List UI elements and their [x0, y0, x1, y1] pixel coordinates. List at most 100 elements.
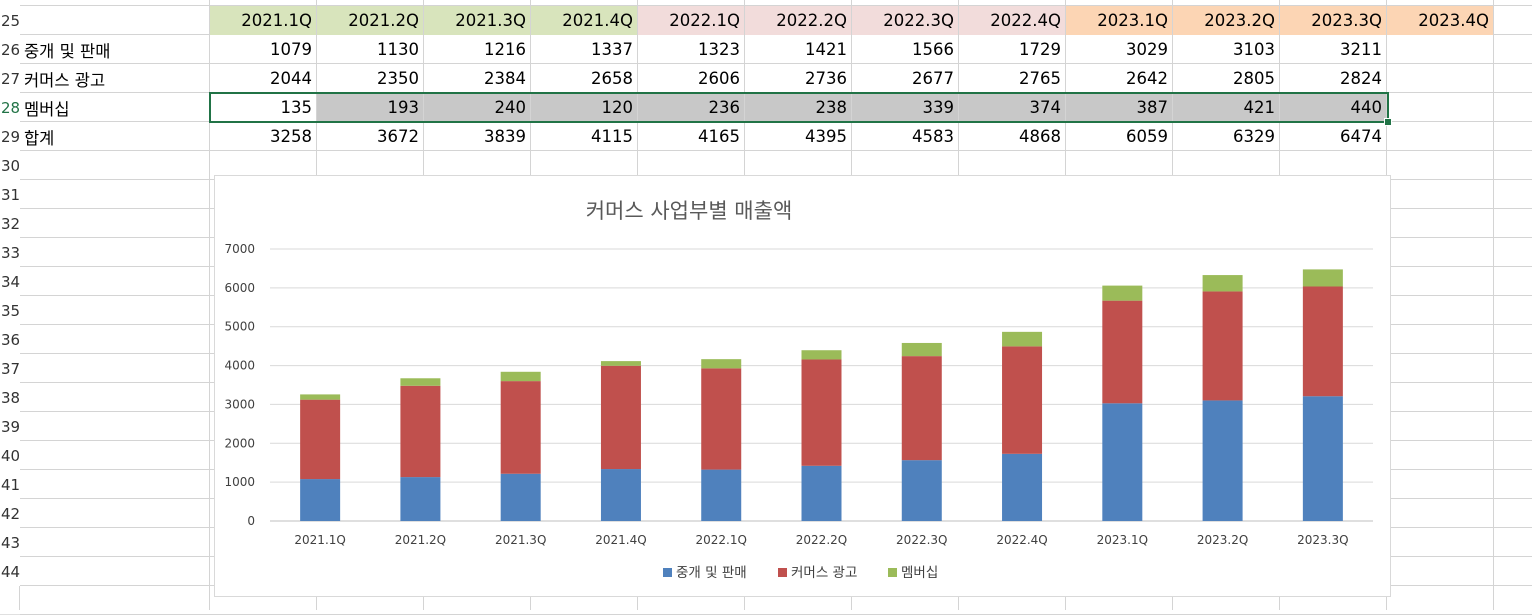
bar-segment-membership[interactable]	[400, 378, 441, 386]
bar-segment-brokerage[interactable]	[701, 469, 742, 521]
row-label[interactable]: 합계	[24, 128, 55, 148]
row-header-37[interactable]: 37	[0, 354, 20, 383]
bar-segment-ads[interactable]	[1302, 286, 1343, 397]
data-cell[interactable]: 3211	[1340, 40, 1382, 59]
data-cell[interactable]: 3029	[1126, 40, 1168, 59]
data-cell[interactable]: 2384	[484, 69, 526, 88]
bar-segment-brokerage[interactable]	[600, 469, 641, 521]
data-cell[interactable]: 240	[424, 93, 530, 122]
row-header-40[interactable]: 40	[0, 441, 20, 470]
bar-segment-membership[interactable]	[801, 350, 842, 360]
bar-segment-brokerage[interactable]	[500, 473, 541, 521]
bar-segment-membership[interactable]	[701, 359, 742, 369]
header-cell-2022.4Q[interactable]: 2022.4Q	[959, 6, 1065, 35]
data-cell[interactable]: 3258	[270, 127, 312, 146]
data-cell[interactable]: 1337	[591, 40, 633, 59]
row-header-24[interactable]: 24	[0, 0, 20, 6]
row-header-25[interactable]: 25	[0, 6, 20, 35]
data-cell[interactable]: 421	[1173, 93, 1279, 122]
data-cell[interactable]	[1387, 122, 1493, 151]
bar-segment-brokerage[interactable]	[1102, 403, 1143, 521]
data-cell[interactable]	[1387, 64, 1493, 93]
row-header-34[interactable]: 34	[0, 267, 20, 296]
bar-segment-brokerage[interactable]	[1302, 396, 1343, 521]
header-cell-2023.4Q[interactable]: 2023.4Q	[1387, 6, 1493, 35]
bar-segment-membership[interactable]	[1002, 331, 1043, 347]
bar-segment-brokerage[interactable]	[801, 465, 842, 521]
bar-segment-brokerage[interactable]	[1202, 400, 1243, 521]
data-cell[interactable]: 4583	[912, 127, 954, 146]
row-label[interactable]: 중개 및 판매	[24, 41, 111, 61]
row-header-38[interactable]: 38	[0, 383, 20, 412]
row-header-44[interactable]: 44	[0, 557, 20, 586]
data-cell[interactable]: 374	[959, 93, 1065, 122]
data-cell[interactable]: 120	[531, 93, 637, 122]
row-header-35[interactable]: 35	[0, 296, 20, 325]
data-cell[interactable]: 4115	[591, 127, 633, 146]
row-header-30[interactable]: 30	[0, 151, 20, 180]
bar-segment-ads[interactable]	[600, 365, 641, 470]
data-cell[interactable]: 3672	[377, 127, 419, 146]
data-cell[interactable]: 339	[852, 93, 958, 122]
data-cell[interactable]: 2805	[1233, 69, 1275, 88]
bar-segment-brokerage[interactable]	[300, 479, 341, 521]
header-cell-2023.2Q[interactable]: 2023.2Q	[1173, 6, 1279, 35]
row-header-33[interactable]: 33	[0, 238, 20, 267]
data-cell[interactable]: 2736	[805, 69, 847, 88]
header-cell-2021.1Q[interactable]: 2021.1Q	[210, 6, 316, 35]
data-cell[interactable]: 1421	[805, 40, 847, 59]
row-header-42[interactable]: 42	[0, 499, 20, 528]
row-header-28[interactable]: 28	[0, 93, 20, 122]
stacked-bar-chart[interactable]: 커머스 사업부별 매출액 0 1000 2000 3000 4000 5000 6000 70…	[214, 175, 1391, 597]
bar-segment-membership[interactable]	[1102, 285, 1143, 301]
row-header-43[interactable]: 43	[0, 528, 20, 557]
data-cell[interactable]	[1387, 93, 1493, 122]
data-cell[interactable]: 193	[317, 93, 423, 122]
header-cell-2021.3Q[interactable]: 2021.3Q	[424, 6, 530, 35]
data-cell[interactable]	[1387, 35, 1493, 64]
data-cell[interactable]: 2677	[912, 69, 954, 88]
data-cell[interactable]: 1130	[377, 40, 419, 59]
data-cell[interactable]: 4165	[698, 127, 740, 146]
header-cell-2022.2Q[interactable]: 2022.2Q	[745, 6, 851, 35]
data-cell[interactable]: 2824	[1340, 69, 1382, 88]
bar-segment-brokerage[interactable]	[400, 477, 441, 521]
data-cell[interactable]: 1323	[698, 40, 740, 59]
data-cell[interactable]: 2765	[1019, 69, 1061, 88]
header-cell-2023.3Q[interactable]: 2023.3Q	[1280, 6, 1386, 35]
bar-segment-ads[interactable]	[500, 381, 541, 474]
data-cell[interactable]: 6329	[1233, 127, 1275, 146]
bar-segment-ads[interactable]	[400, 385, 441, 478]
bar-segment-membership[interactable]	[500, 371, 541, 382]
bar-segment-ads[interactable]	[1002, 346, 1043, 454]
row-header-31[interactable]: 31	[0, 180, 20, 209]
data-cell[interactable]: 4868	[1019, 127, 1061, 146]
bar-segment-brokerage[interactable]	[901, 460, 942, 521]
bar-segment-membership[interactable]	[300, 394, 341, 400]
row-label[interactable]: 멤버십	[24, 99, 70, 119]
row-header-36[interactable]: 36	[0, 325, 20, 354]
bar-segment-membership[interactable]	[901, 342, 942, 357]
data-cell[interactable]: 3839	[484, 127, 526, 146]
data-cell[interactable]: 2606	[698, 69, 740, 88]
header-cell-2021.2Q[interactable]: 2021.2Q	[317, 6, 423, 35]
data-cell[interactable]: 6474	[1340, 127, 1382, 146]
row-header-29[interactable]: 29	[0, 122, 20, 151]
row-header-27[interactable]: 27	[0, 64, 20, 93]
header-cell-2022.1Q[interactable]: 2022.1Q	[638, 6, 744, 35]
data-cell[interactable]: 2350	[377, 69, 419, 88]
data-cell[interactable]: 3103	[1233, 40, 1275, 59]
data-cell[interactable]: 1566	[912, 40, 954, 59]
bar-segment-membership[interactable]	[1202, 275, 1243, 292]
bar-segment-ads[interactable]	[300, 399, 341, 480]
data-cell[interactable]: 440	[1280, 93, 1386, 122]
bar-segment-membership[interactable]	[600, 361, 641, 366]
row-header-39[interactable]: 39	[0, 412, 20, 441]
header-cell-2023.1Q[interactable]: 2023.1Q	[1066, 6, 1172, 35]
bar-segment-ads[interactable]	[1102, 300, 1143, 404]
data-cell[interactable]: 1729	[1019, 40, 1061, 59]
header-cell-2021.4Q[interactable]: 2021.4Q	[531, 6, 637, 35]
bar-segment-ads[interactable]	[901, 356, 942, 461]
data-cell[interactable]: 236	[638, 93, 744, 122]
data-cell[interactable]: 238	[745, 93, 851, 122]
